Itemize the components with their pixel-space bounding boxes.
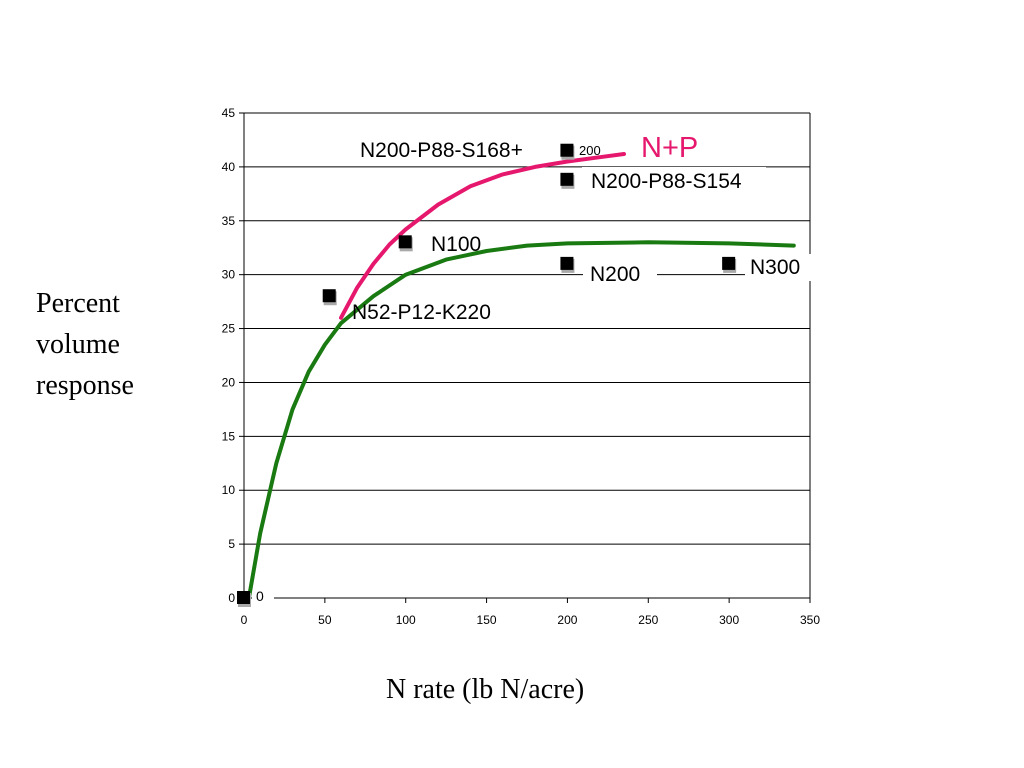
x-tick-label: 100 bbox=[396, 613, 416, 627]
trend-curve-pink bbox=[339, 152, 626, 320]
label-background bbox=[745, 254, 813, 281]
data-point-label: N200 bbox=[590, 263, 640, 286]
label-background bbox=[583, 260, 657, 287]
x-tick-label: 200 bbox=[557, 613, 577, 627]
y-tick-label: 40 bbox=[222, 160, 236, 174]
data-point bbox=[398, 235, 412, 249]
x-tick-label: 0 bbox=[241, 613, 248, 627]
data-point-label: 0 bbox=[256, 588, 264, 604]
label-background bbox=[582, 167, 766, 195]
y-axis-title-line: response bbox=[36, 370, 134, 401]
label-background bbox=[425, 228, 489, 255]
trend-curve-green bbox=[246, 240, 796, 600]
x-tick-label: 300 bbox=[719, 613, 739, 627]
y-axis-title-line: volume bbox=[36, 329, 120, 360]
x-tick-label: 50 bbox=[318, 613, 332, 627]
y-tick-label: 0 bbox=[228, 591, 235, 605]
label-background bbox=[350, 137, 545, 165]
label-background bbox=[252, 588, 274, 606]
x-tick-label: 350 bbox=[800, 613, 820, 627]
y-axis-title: Percent volume response bbox=[36, 283, 134, 406]
data-point-label: N300 bbox=[750, 256, 800, 279]
data-point-label: N52-P12-K220 bbox=[352, 301, 491, 324]
y-tick-label: 30 bbox=[222, 268, 236, 282]
x-tick-label: 150 bbox=[477, 613, 497, 627]
data-point-label: N100 bbox=[431, 233, 481, 256]
data-point bbox=[560, 172, 574, 186]
data-point bbox=[560, 256, 574, 270]
y-axis-title-line: Percent bbox=[36, 288, 120, 319]
y-tick-label: 25 bbox=[222, 322, 236, 336]
y-tick-label: 5 bbox=[228, 537, 235, 551]
data-point bbox=[560, 143, 574, 157]
n-plus-p-label: N+P bbox=[641, 132, 698, 164]
y-tick-label: 10 bbox=[222, 483, 236, 497]
y-tick-label: 20 bbox=[222, 375, 236, 389]
data-point bbox=[722, 256, 736, 270]
data-point-label: N200-P88-S168+ bbox=[360, 139, 523, 162]
data-point bbox=[237, 591, 250, 604]
x-tick-label: 250 bbox=[638, 613, 658, 627]
annotation-label: 200 bbox=[579, 143, 601, 158]
y-tick-label: 45 bbox=[222, 106, 236, 120]
data-point bbox=[322, 289, 336, 303]
x-axis-title: N rate (lb N/acre) bbox=[386, 674, 585, 705]
data-point-label: N200-P88-S154 bbox=[591, 170, 742, 193]
y-tick-label: 35 bbox=[222, 214, 236, 228]
y-tick-label: 15 bbox=[222, 429, 236, 443]
